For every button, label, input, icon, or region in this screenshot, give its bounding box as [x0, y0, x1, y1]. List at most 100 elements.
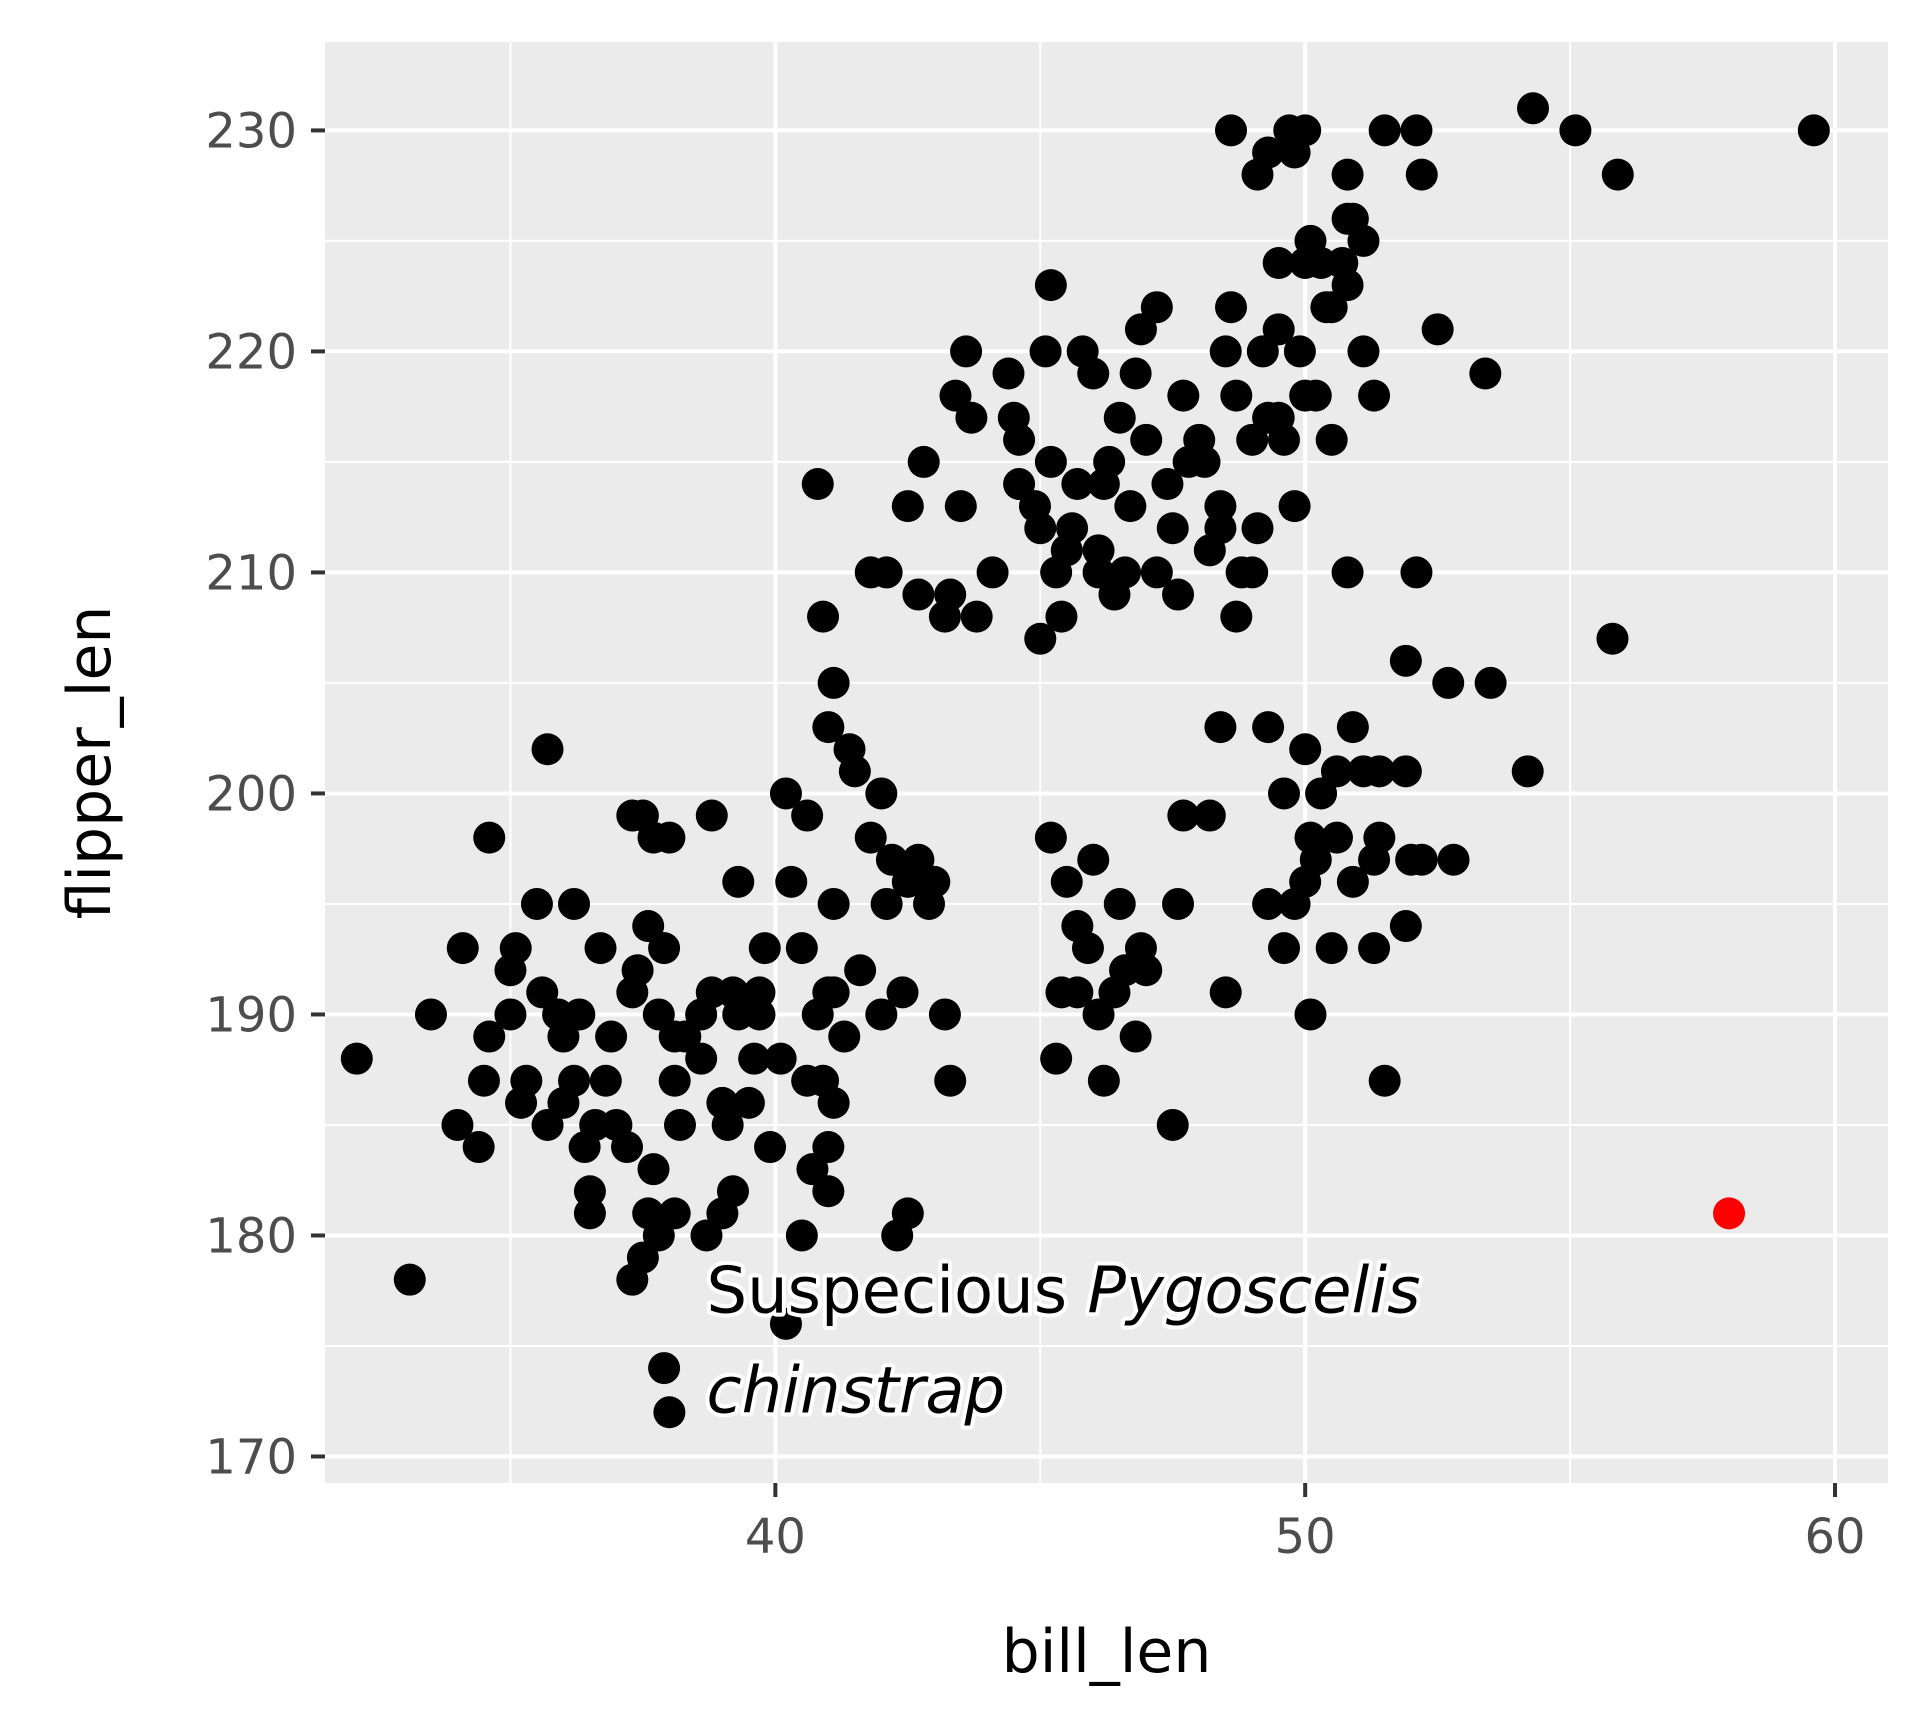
data-point: [1320, 821, 1353, 854]
data-point: [1267, 777, 1300, 810]
data-point: [902, 843, 935, 876]
data-point: [1236, 423, 1269, 456]
data-point: [1517, 92, 1550, 125]
data-point: [1003, 468, 1036, 501]
y-tick-label: 170: [205, 1429, 297, 1485]
data-point: [1109, 954, 1142, 987]
data-point: [1188, 445, 1221, 478]
data-point: [473, 1020, 506, 1053]
data-point: [1336, 865, 1369, 898]
data-point: [1061, 468, 1094, 501]
data-point: [1209, 335, 1242, 368]
plot-panel: [325, 42, 1888, 1483]
data-point: [494, 998, 527, 1031]
data-point: [1363, 821, 1396, 854]
data-point: [1559, 114, 1592, 147]
data-point: [743, 998, 776, 1031]
y-tick-label: 220: [205, 324, 297, 380]
data-point: [1003, 423, 1036, 456]
data-point: [658, 1064, 691, 1097]
data-point: [1326, 247, 1359, 280]
data-point: [775, 865, 808, 898]
y-tick-label: 230: [205, 103, 297, 159]
data-point: [648, 932, 681, 965]
annotation-line-2: chinstrap: [706, 1355, 1005, 1429]
data-point: [870, 556, 903, 589]
data-point: [764, 1042, 797, 1075]
data-point: [658, 1020, 691, 1053]
data-point: [467, 1064, 500, 1097]
data-point: [854, 821, 887, 854]
data-point: [1437, 843, 1470, 876]
data-point: [1797, 114, 1830, 147]
annotation: Suspecious Pygoscelis chinstrap: [702, 1251, 1424, 1433]
data-point: [1474, 666, 1507, 699]
data-point: [817, 1086, 850, 1119]
data-point: [526, 976, 559, 1009]
y-axis-title: flipper_len: [55, 606, 125, 920]
data-point: [1077, 357, 1110, 390]
data-point: [812, 711, 845, 744]
data-point: [473, 821, 506, 854]
data-point: [563, 998, 596, 1031]
data-point: [1241, 158, 1274, 191]
y-tick-label: 190: [205, 987, 297, 1043]
data-point: [462, 1131, 495, 1164]
data-point: [1469, 357, 1502, 390]
x-axis-title: bill_len: [1002, 1617, 1212, 1687]
data-point: [1336, 202, 1369, 235]
data-point: [1045, 600, 1078, 633]
data-point: [1320, 755, 1353, 788]
data-point: [1130, 423, 1163, 456]
data-point: [1093, 445, 1126, 478]
data-point: [1124, 313, 1157, 346]
data-point: [1119, 357, 1152, 390]
data-point: [1024, 622, 1057, 655]
data-point: [1204, 490, 1237, 523]
data-point: [611, 1131, 644, 1164]
data-point: [595, 1020, 628, 1053]
data-point: [881, 1219, 914, 1252]
data-point: [1389, 644, 1422, 677]
highlighted-point: [1713, 1197, 1746, 1230]
data-point: [626, 1241, 659, 1274]
data-point: [1246, 335, 1279, 368]
annotation-genus-text: Pygoscelis: [1087, 1255, 1420, 1329]
data-point: [1140, 291, 1173, 324]
data-point: [1156, 512, 1189, 545]
data-point: [875, 843, 908, 876]
data-point: [939, 379, 972, 412]
data-point: [1162, 887, 1195, 920]
data-point: [1061, 910, 1094, 943]
data-point: [1347, 335, 1380, 368]
data-point: [1151, 468, 1184, 501]
data-point: [637, 1153, 670, 1186]
data-point: [1103, 401, 1136, 434]
data-point: [558, 1064, 591, 1097]
data-point: [1252, 711, 1285, 744]
data-point: [1241, 512, 1274, 545]
data-point: [769, 1307, 802, 1340]
data-point: [1082, 998, 1115, 1031]
data-point: [1358, 379, 1391, 412]
data-point: [902, 578, 935, 611]
data-point: [690, 1219, 723, 1252]
data-point: [1024, 512, 1057, 545]
y-tick-label: 180: [205, 1208, 297, 1264]
data-point: [1204, 512, 1237, 545]
data-point: [558, 887, 591, 920]
data-point: [1204, 711, 1237, 744]
data-point: [1220, 379, 1253, 412]
data-point: [1050, 865, 1083, 898]
data-point: [817, 666, 850, 699]
data-point: [738, 1042, 771, 1075]
axes: 40 50 60 170 180 190 200 210 220 230: [205, 103, 1865, 1565]
data-point: [1299, 379, 1332, 412]
data-point: [891, 490, 924, 523]
y-tick-label: 210: [205, 545, 297, 601]
data-point: [796, 1153, 829, 1186]
data-point: [944, 490, 977, 523]
data-point: [1167, 799, 1200, 832]
data-point: [1193, 799, 1226, 832]
data-point: [934, 578, 967, 611]
